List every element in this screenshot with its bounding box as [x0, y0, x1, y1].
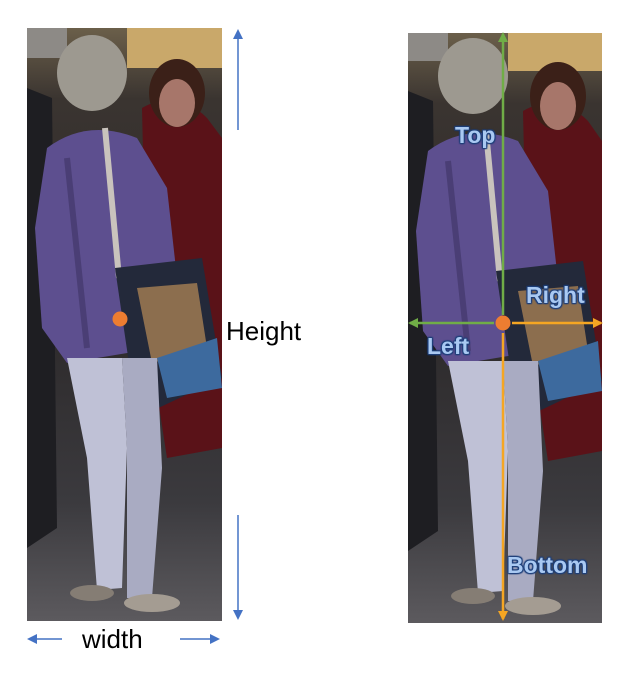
height-label: Height	[226, 316, 302, 346]
pedestrian-photo-left	[27, 28, 222, 621]
bottom-label: Bottom	[507, 552, 588, 578]
pedestrian-illustration-right	[408, 33, 602, 623]
pedestrian-photo-right	[408, 33, 602, 623]
right-label: Right	[526, 282, 585, 308]
left-label: Left	[427, 333, 470, 359]
width-label: width	[82, 624, 143, 654]
pedestrian-illustration-left	[27, 28, 222, 621]
top-label: Top	[455, 122, 496, 148]
